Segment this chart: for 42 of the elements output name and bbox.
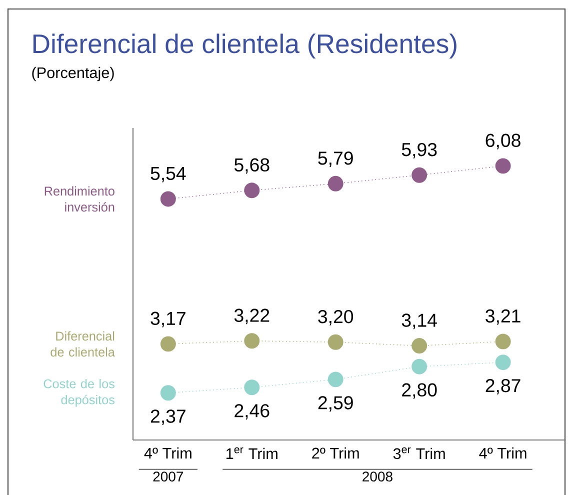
- x-tick-label: 1$^{er}$ Trim: [226, 447, 278, 459]
- data-label: 3,20: [318, 310, 354, 326]
- point: [160, 385, 176, 401]
- data-label: 2,46: [234, 404, 270, 420]
- point: [412, 167, 428, 183]
- x-tick-label: 2º Trim: [312, 447, 359, 458]
- point: [244, 182, 260, 198]
- point: [160, 336, 176, 352]
- point: [495, 354, 511, 370]
- x-tick-label: 3$^{er}$ Trim: [393, 447, 445, 460]
- data-label: 5,68: [234, 158, 270, 174]
- chart-title: Diferencial de clientela (Residentes): [33, 34, 456, 59]
- text: Diferencial de clientela: [50, 331, 115, 357]
- point: [412, 338, 428, 354]
- data-label: 6,08: [486, 134, 520, 150]
- point: [495, 334, 511, 350]
- data-label: 3,14: [402, 314, 437, 330]
- point: [244, 380, 260, 396]
- text: Coste de los depósitos: [44, 378, 114, 407]
- text: 2008: [362, 472, 392, 482]
- point: [328, 176, 344, 192]
- x-tick-label: 4º Trim: [144, 447, 192, 458]
- data-label: 5,93: [402, 142, 437, 158]
- data-label: 3,17: [150, 312, 186, 328]
- point: [412, 358, 428, 374]
- data-label: 3,22: [234, 308, 270, 324]
- point: [495, 158, 511, 174]
- x-tick-label: 4º Trim: [479, 447, 526, 458]
- chart-subtitle: (Porcentaje): [32, 66, 114, 82]
- data-label: 2,37: [150, 410, 186, 426]
- point: [328, 334, 344, 350]
- point: [328, 372, 344, 388]
- data-label: 3,21: [486, 309, 520, 325]
- point: [244, 333, 260, 349]
- data-label: 5,54: [150, 167, 186, 182]
- data-label: 2,59: [318, 396, 353, 412]
- text: Rendimiento inversión: [44, 186, 114, 212]
- data-label: 2,87: [486, 379, 520, 394]
- data-label: 5,79: [318, 152, 353, 167]
- data-label: 2,80: [402, 383, 437, 399]
- point: [160, 191, 176, 207]
- text: 2007: [153, 472, 184, 482]
